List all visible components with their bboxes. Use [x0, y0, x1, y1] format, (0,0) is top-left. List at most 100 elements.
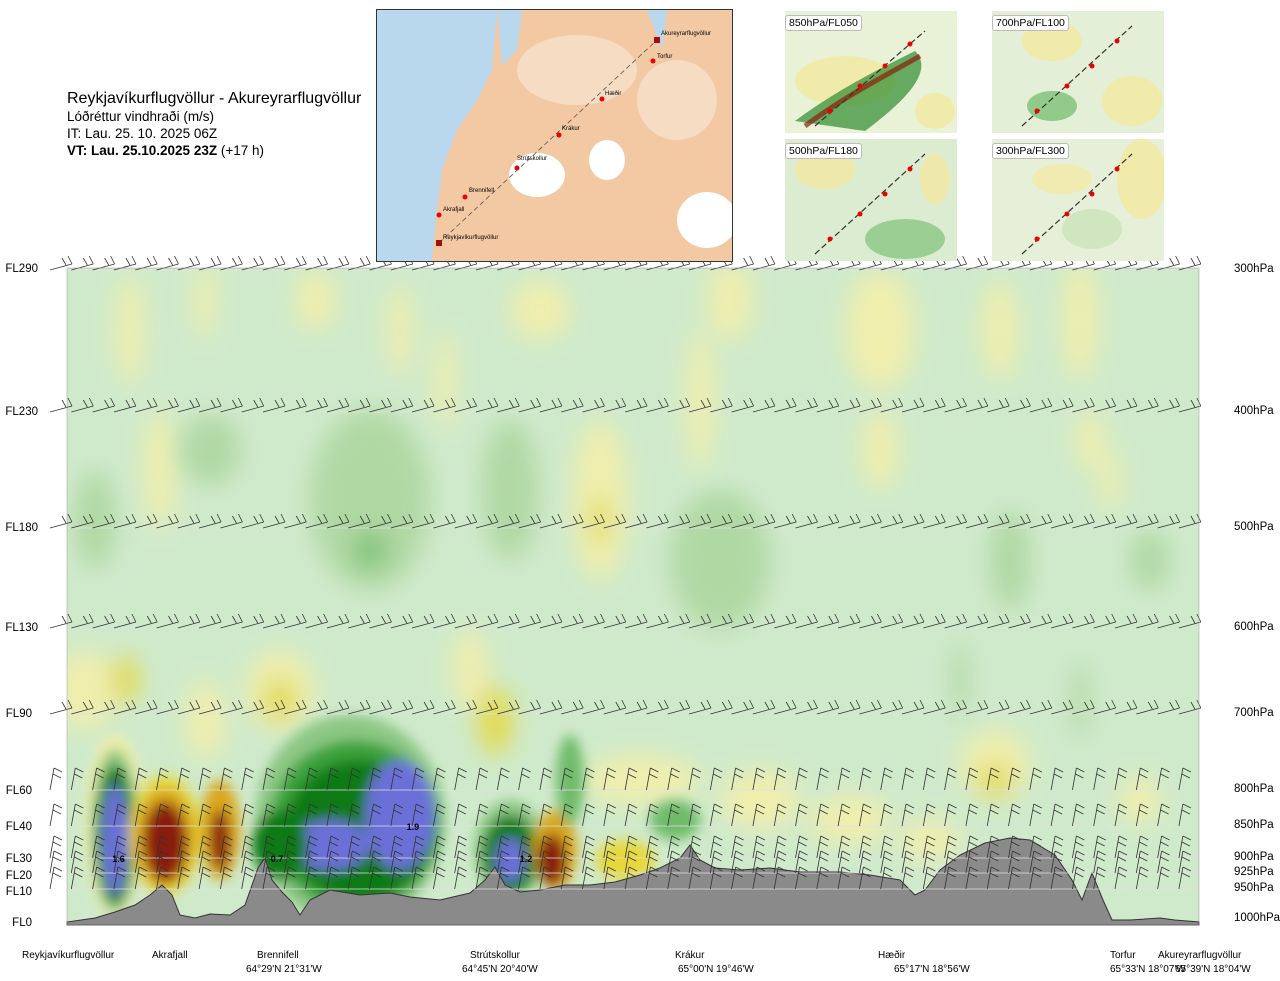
wind-barb	[731, 767, 744, 791]
wind-barb	[688, 866, 702, 890]
wind-barb	[1093, 513, 1117, 529]
route-map: Akureyrarflugvöllur Torfur Hæðir Krákur …	[376, 9, 733, 262]
wind-barb	[816, 699, 840, 715]
wind-barb	[411, 850, 425, 874]
wind-barb	[475, 835, 489, 859]
wind-barb	[113, 803, 127, 827]
wind-barb	[92, 767, 105, 791]
wind-barb	[859, 835, 872, 859]
wind-barb	[283, 850, 297, 874]
panel-500: 500hPa/FL180	[785, 139, 957, 261]
wind-barb	[49, 866, 63, 890]
wind-barb	[795, 397, 818, 413]
wind-barb	[433, 397, 456, 413]
wind-barb	[326, 866, 340, 890]
wind-barb	[369, 513, 392, 529]
wind-barb	[603, 803, 616, 827]
wind-barb	[795, 767, 808, 791]
wind-barb	[70, 767, 84, 791]
wind-barb	[496, 866, 510, 890]
wind-barb	[965, 803, 979, 827]
wind-barb	[283, 803, 297, 827]
wind-barb	[688, 397, 712, 413]
wind-barb	[518, 767, 531, 791]
wind-barb	[220, 513, 243, 529]
wind-barb	[880, 513, 904, 529]
wind-barb	[475, 699, 499, 715]
wind-barb	[497, 513, 520, 529]
wind-barb	[156, 613, 179, 629]
wind-barb	[475, 767, 489, 791]
wind-barb	[539, 835, 553, 859]
wind-barb	[880, 767, 893, 791]
panel-300-graphic	[992, 139, 1164, 261]
wind-barb	[965, 850, 979, 874]
wind-barb	[1050, 866, 1064, 890]
wind-barb	[177, 699, 201, 715]
wind-barb	[624, 613, 648, 629]
wind-barb	[1135, 835, 1149, 859]
wind-barb	[965, 513, 989, 529]
wind-barb	[624, 397, 648, 413]
wind-barb	[795, 613, 818, 629]
wind-barb	[518, 835, 531, 859]
wind-barb	[859, 850, 872, 874]
hpa-label-925: 925hPa	[1234, 866, 1274, 878]
panel-850: 850hPa/FL050	[785, 11, 957, 133]
pressure-level-lines	[67, 269, 1199, 890]
wind-barb	[986, 866, 1000, 890]
wind-barb	[624, 835, 638, 859]
wind-barb	[92, 699, 115, 715]
wind-barb	[156, 803, 169, 827]
wind-barb	[1029, 866, 1042, 890]
wind-barb	[944, 803, 957, 827]
wind-barb	[880, 699, 904, 715]
wind-barb	[326, 767, 340, 791]
wind-barb	[433, 767, 446, 791]
wind-barb	[283, 835, 297, 859]
wind-barb	[1072, 613, 1095, 629]
wind-barb	[731, 613, 754, 629]
hpa-label-300: 300hPa	[1234, 263, 1274, 275]
wind-barb	[241, 767, 254, 791]
wind-barb	[837, 397, 861, 413]
wind-barb	[390, 513, 414, 529]
wind-barb	[837, 613, 861, 629]
wind-barb	[70, 803, 84, 827]
wind-barb	[1135, 866, 1149, 890]
wind-barb	[305, 850, 318, 874]
wind-barb	[1157, 397, 1180, 413]
wind-barb	[262, 613, 286, 629]
wind-barb	[113, 255, 137, 271]
wind-barb	[1114, 767, 1128, 791]
wind-barb	[475, 803, 489, 827]
wind-barb	[752, 767, 766, 791]
wind-barb	[603, 866, 616, 890]
wind-barb	[752, 255, 776, 271]
wind-barb	[496, 803, 510, 827]
wind-barb	[1029, 513, 1053, 529]
wind-barb	[1008, 835, 1021, 859]
wind-barb	[284, 613, 307, 629]
wind-barb	[709, 803, 723, 827]
wind-barb	[987, 699, 1010, 715]
wind-barb	[348, 699, 371, 715]
wind-barb	[944, 699, 967, 715]
wind-barb	[667, 397, 691, 413]
contour-value-label: 1.6	[112, 854, 125, 864]
wind-barb	[198, 397, 222, 413]
map-label-reykjavik: Reykjavíkurflugvöllur	[443, 235, 498, 241]
wind-barb	[923, 513, 946, 529]
wind-barb	[92, 397, 115, 413]
wind-barb	[454, 803, 467, 827]
wind-barb	[177, 866, 190, 890]
wind-barb	[1008, 513, 1031, 529]
wind-barb	[561, 613, 584, 629]
map-label-brennifell: Brennifell	[469, 188, 494, 194]
wind-barb	[880, 850, 893, 874]
wind-barb	[986, 803, 1000, 827]
wind-barb	[774, 613, 797, 629]
wind-barb	[518, 513, 541, 529]
station-krakur: Krákur	[675, 950, 705, 961]
wind-barb	[986, 850, 1000, 874]
